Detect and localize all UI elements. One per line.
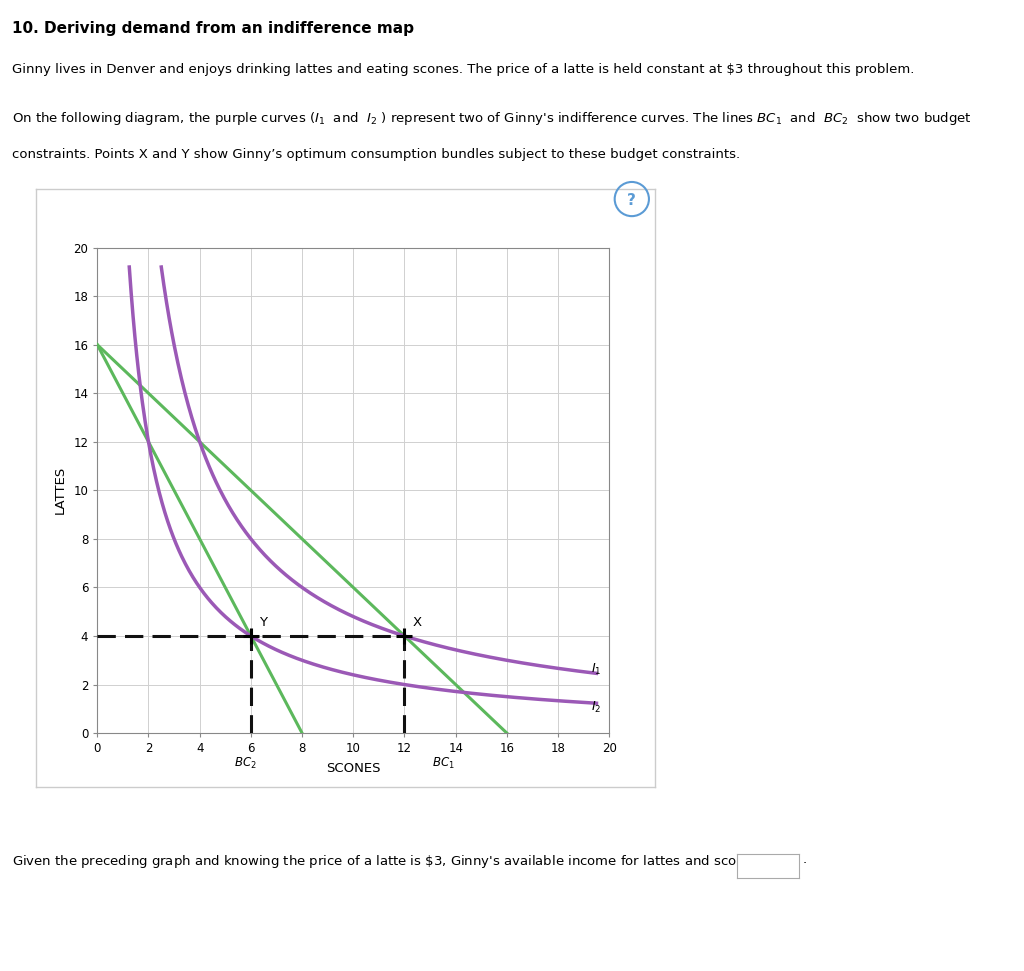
- X-axis label: SCONES: SCONES: [326, 762, 381, 775]
- Text: $I_2$: $I_2$: [592, 700, 602, 716]
- Text: 10. Deriving demand from an indifference map: 10. Deriving demand from an indifference…: [12, 21, 415, 36]
- Text: .: .: [803, 853, 807, 865]
- Text: constraints. Points X and Y show Ginny’s optimum consumption bundles subject to : constraints. Points X and Y show Ginny’s…: [12, 148, 740, 160]
- Text: Given the preceding graph and knowing the price of a latte is \$3, Ginny's avail: Given the preceding graph and knowing th…: [12, 853, 793, 870]
- Y-axis label: LATTES: LATTES: [53, 466, 67, 515]
- Text: $BC_2$: $BC_2$: [234, 756, 257, 771]
- Text: $BC_1$: $BC_1$: [431, 756, 455, 771]
- Text: Y: Y: [258, 617, 266, 629]
- Text: On the following diagram, the purple curves ($I_1$  and  $I_2$ ) represent two o: On the following diagram, the purple cur…: [12, 110, 972, 127]
- Text: X: X: [413, 617, 421, 629]
- Text: Ginny lives in Denver and enjoys drinking lattes and eating scones. The price of: Ginny lives in Denver and enjoys drinkin…: [12, 63, 914, 76]
- Text: ?: ?: [628, 192, 636, 208]
- Text: $I_1$: $I_1$: [592, 661, 602, 677]
